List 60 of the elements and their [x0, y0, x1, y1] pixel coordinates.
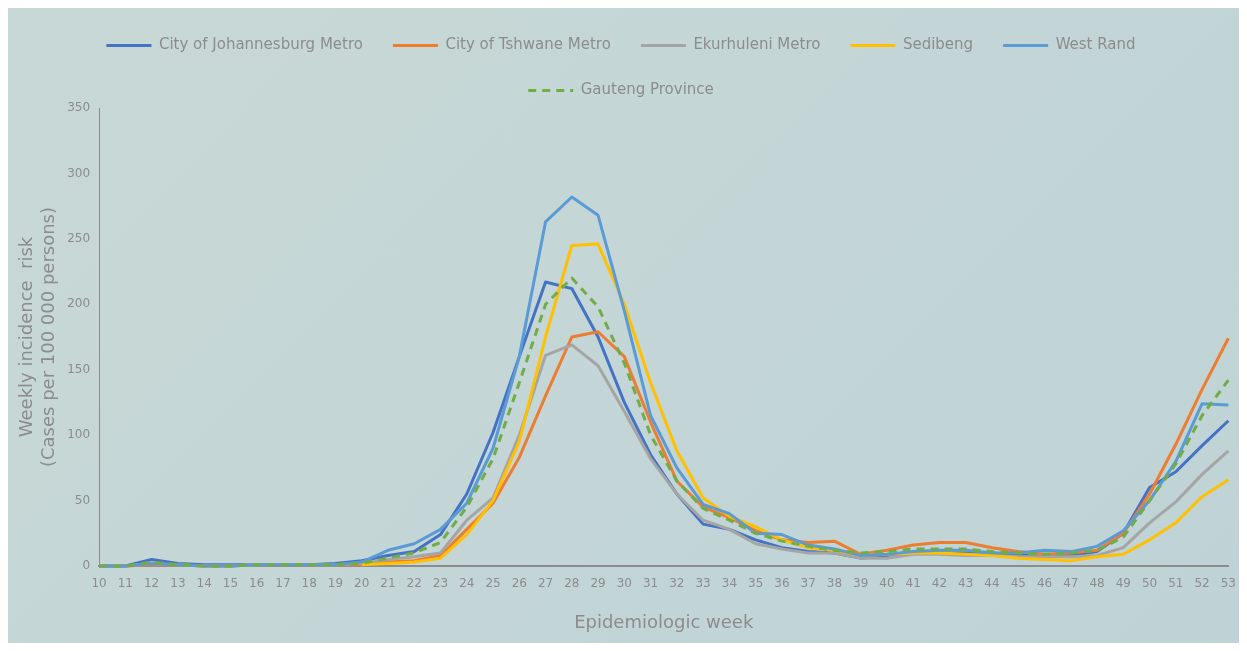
x-tick-label: 18	[301, 576, 317, 591]
x-tick-label: 28	[564, 576, 580, 591]
legend-label: Gauteng Province	[580, 80, 714, 99]
x-tick-label: 52	[1194, 576, 1210, 591]
x-tick-label: 26	[511, 576, 527, 591]
legend-label: West Rand	[1055, 35, 1136, 54]
x-tick-label: 36	[774, 576, 790, 591]
x-tick-label: 40	[879, 576, 895, 591]
x-tick-label: 11	[117, 576, 134, 591]
x-axis-title: Epidemiologic week	[574, 610, 754, 632]
y-tick-label: 200	[67, 296, 91, 311]
x-tick-label: 48	[1089, 576, 1105, 591]
x-tick-label: 19	[327, 576, 344, 591]
x-tick-label: 13	[170, 576, 186, 591]
x-tick-label: 51	[1168, 576, 1184, 591]
x-tick-label: 41	[905, 576, 921, 591]
y-tick-label: 250	[67, 230, 91, 245]
x-tick-label: 14	[196, 576, 212, 591]
x-tick-label: 16	[249, 576, 265, 591]
x-tick-label: 20	[354, 576, 370, 591]
y-tick-label: 50	[74, 492, 91, 507]
x-tick-label: 49	[1115, 576, 1131, 591]
x-tick-label: 24	[459, 576, 475, 591]
x-tick-label: 12	[143, 576, 160, 591]
x-tick-label: 35	[748, 576, 764, 591]
x-tick-label: 47	[1063, 576, 1079, 591]
x-tick-label: 23	[432, 576, 449, 591]
x-tick-label: 53	[1220, 576, 1237, 591]
x-tick-label: 25	[485, 576, 501, 591]
x-tick-label: 30	[616, 576, 632, 591]
x-tick-label: 31	[642, 576, 659, 591]
x-tick-label: 17	[275, 576, 291, 591]
x-tick-label: 32	[669, 576, 685, 591]
x-tick-label: 21	[380, 576, 396, 591]
x-tick-label: 45	[1010, 576, 1026, 591]
x-tick-label: 46	[1036, 576, 1053, 591]
x-tick-label: 42	[931, 576, 948, 591]
y-tick-label: 350	[67, 100, 91, 115]
x-tick-label: 15	[222, 576, 239, 591]
legend-label: City of Johannesburg Metro	[158, 35, 363, 54]
x-tick-label: 29	[590, 576, 606, 591]
legend-label: City of Tshwane Metro	[445, 35, 611, 54]
x-tick-label: 34	[721, 576, 738, 591]
y-tick-label: 300	[67, 165, 91, 180]
x-tick-label: 27	[537, 576, 554, 591]
x-tick-label: 38	[826, 576, 843, 591]
y-tick-label: 0	[82, 558, 91, 573]
x-tick-label: 43	[958, 576, 974, 591]
legend-label: Sedibeng	[902, 35, 974, 54]
x-tick-label: 22	[406, 576, 422, 591]
x-tick-label: 37	[800, 576, 816, 591]
y-axis-title: Weekly incidence risk (Cases per 100 000 persons)	[15, 206, 59, 468]
x-tick-label: 39	[853, 576, 869, 591]
x-tick-label: 10	[91, 576, 107, 591]
x-tick-label: 44	[984, 576, 1000, 591]
x-tick-label: 33	[695, 576, 711, 591]
legend-label: Ekurhuleni Metro	[693, 35, 821, 54]
y-tick-label: 150	[67, 361, 91, 376]
y-tick-label: 100	[67, 427, 91, 442]
x-tick-label: 50	[1141, 576, 1158, 591]
